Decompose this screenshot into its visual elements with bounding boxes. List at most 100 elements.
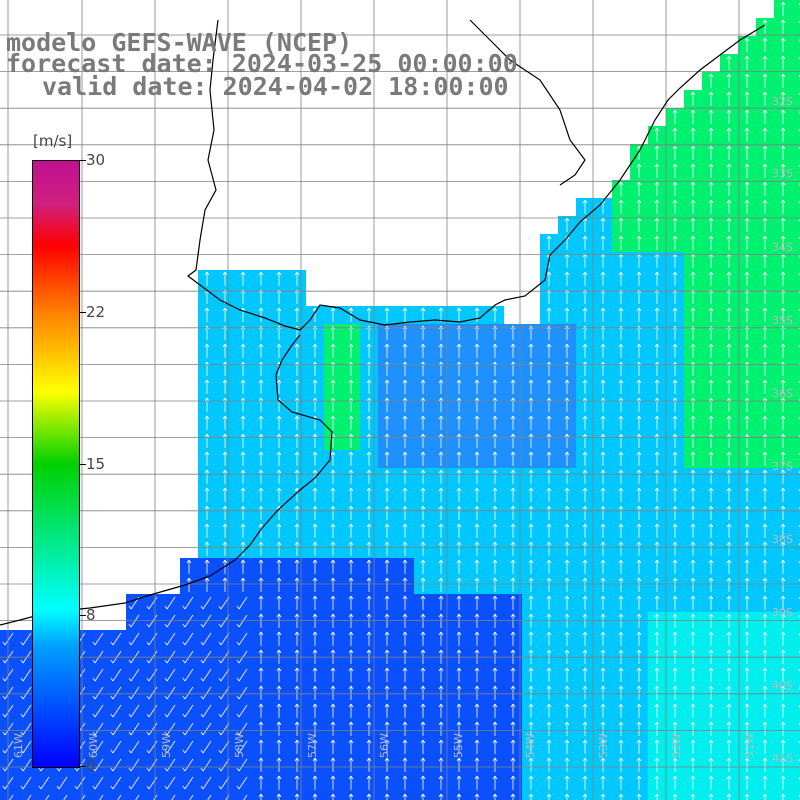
wind-vector [618,541,624,556]
wind-vector [600,613,606,628]
wind-speed-cell [792,360,800,378]
wind-vector [600,343,606,358]
wind-vector [726,91,732,106]
wind-vector [438,505,444,520]
wind-vector [726,721,732,736]
wind-vector [618,757,624,772]
wind-vector [672,559,678,574]
wind-vector [204,433,210,448]
wind-vector [654,757,660,772]
wind-vector [204,577,210,592]
wind-vector [636,739,642,754]
wind-vector [780,451,786,466]
wind-vector [726,793,732,800]
wind-vector [222,397,228,412]
wind-vector [276,757,282,772]
wind-vector [546,505,552,520]
wind-vector [744,685,750,700]
wind-vector [690,145,696,160]
wind-speed-cell [54,792,72,800]
wind-vector [654,433,660,448]
wind-vector [330,775,336,790]
wind-vector [438,775,444,790]
wind-vector [636,721,642,736]
wind-vector [780,775,786,790]
wind-vector [366,757,372,772]
wind-vector [726,595,732,610]
wind-vector [726,415,732,430]
wind-vector [636,235,642,250]
wind-vector [492,523,498,538]
wind-vector [420,577,426,592]
wind-vector [366,793,372,800]
wind-vector [38,776,50,790]
wind-vector [744,451,750,466]
wind-vector [2,722,14,736]
wind-vector [200,614,212,628]
wind-vector [636,685,642,700]
wind-vector [600,559,606,574]
wind-vector [276,703,282,718]
wind-vector [312,757,318,772]
wind-vector [330,397,336,412]
wind-vector [708,163,714,178]
wind-vector [128,668,140,682]
wind-vector [762,217,768,232]
wind-vector [654,721,660,736]
wind-vector [690,127,696,142]
wind-vector [546,415,552,430]
wind-vector [618,343,624,358]
wind-vector [582,559,588,574]
wind-vector [146,704,158,718]
wind-vector [528,685,534,700]
wind-vector [294,541,300,556]
wind-vector [744,379,750,394]
wind-vector [492,379,498,394]
wind-vector [600,217,606,232]
wind-vector [474,451,480,466]
wind-vector [726,757,732,772]
wind-vector [672,721,678,736]
colorbar-tick-label: 15 [86,455,106,473]
wind-vector [240,397,246,412]
wind-vector [456,541,462,556]
wind-vector [690,613,696,628]
wind-vector [348,595,354,610]
wind-vector [222,505,228,520]
wind-vector [636,451,642,466]
wind-vector [384,505,390,520]
wind-vector [258,757,264,772]
wind-vector [672,271,678,286]
wind-vector [20,668,32,682]
wind-vector [510,757,516,772]
wind-vector [564,415,570,430]
wind-vector [528,469,534,484]
wind-vector [420,667,426,682]
wind-vector [618,793,624,800]
wind-vector [330,487,336,502]
wind-speed-cell [36,792,54,800]
wind-vector [654,199,660,214]
wind-vector [222,415,228,430]
wind-vector [146,722,158,736]
wind-vector [402,541,408,556]
wind-vector [128,632,140,646]
wind-vector [492,343,498,358]
wind-vector [420,469,426,484]
wind-vector [366,703,372,718]
wind-vector [510,685,516,700]
wind-vector [474,541,480,556]
wind-vector [582,451,588,466]
wind-vector [564,721,570,736]
wind-vector [762,415,768,430]
longitude-label: 52W [670,733,683,758]
wind-vector [636,505,642,520]
wind-vector [708,91,714,106]
wind-vector [258,613,264,628]
wind-vector [474,685,480,700]
wind-vector [2,758,14,772]
wind-vector [236,758,248,772]
wind-vector [330,505,336,520]
wind-vector [726,469,732,484]
wind-vector [146,614,158,628]
